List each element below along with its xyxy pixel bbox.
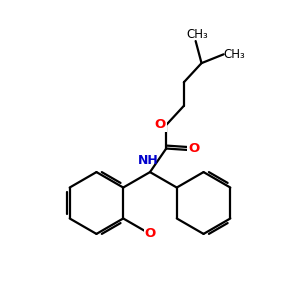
Text: O: O — [188, 142, 199, 155]
Text: NH: NH — [137, 154, 158, 167]
Text: O: O — [144, 227, 156, 240]
Text: CH₃: CH₃ — [223, 48, 245, 62]
Text: CH₃: CH₃ — [186, 28, 208, 41]
Text: O: O — [155, 118, 166, 131]
